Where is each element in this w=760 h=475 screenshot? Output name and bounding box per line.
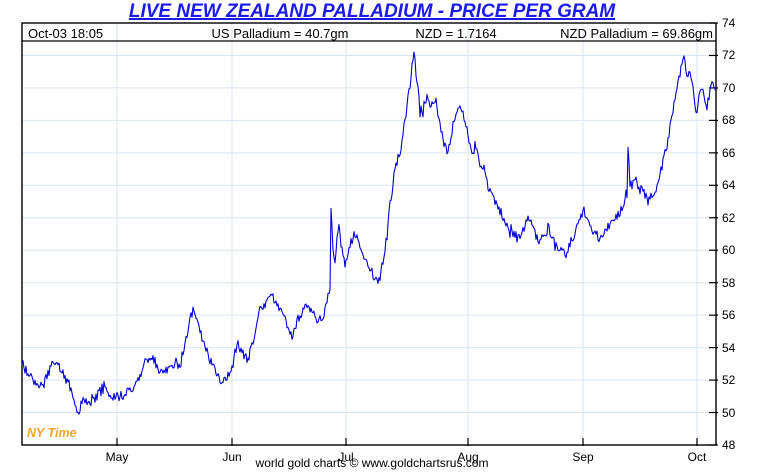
ny-time-label: NY Time: [27, 426, 77, 440]
y-axis-tick-label: 54: [722, 340, 736, 355]
y-axis-tick-label: 74: [722, 16, 736, 30]
y-axis-tick-label: 72: [722, 48, 736, 63]
y-axis-tick-label: 56: [722, 308, 736, 323]
nzd-palladium-label: NZD Palladium = 69.86gm: [560, 26, 713, 41]
chart-title: LIVE NEW ZEALAND PALLADIUM - PRICE PER G…: [128, 1, 616, 22]
nzd-rate-label: NZD = 1.7164: [415, 26, 497, 41]
y-axis-tick-label: 60: [722, 243, 736, 258]
x-axis-tick-label: Jul: [338, 450, 354, 464]
x-axis-tick-label: Aug: [457, 450, 479, 464]
timestamp-label: Oct-03 18:05: [28, 26, 104, 41]
y-axis-tick-label: 52: [722, 373, 736, 388]
us-palladium-label: US Palladium = 40.7gm: [211, 26, 349, 41]
y-axis-tick-label: 50: [722, 405, 736, 420]
y-axis-tick-label: 66: [722, 145, 736, 160]
price-line: [21, 51, 716, 415]
x-axis-tick-label: Oct: [687, 450, 707, 464]
footer-credit: world gold charts © www.goldchartsrus.co…: [255, 456, 489, 470]
y-axis-tick-label: 64: [722, 178, 736, 193]
y-axis-tick-label: 68: [722, 113, 736, 128]
x-axis-tick-label: Sep: [572, 450, 594, 464]
y-axis-tick-label: 62: [722, 210, 736, 225]
y-axis-tick-label: 70: [722, 80, 736, 95]
y-axis-tick-label: 58: [722, 275, 736, 290]
plot-border: [21, 22, 717, 446]
x-axis-tick-label: May: [105, 450, 129, 464]
y-axis-tick-label: 48: [722, 438, 736, 452]
x-axis-tick-label: Jun: [222, 450, 242, 464]
